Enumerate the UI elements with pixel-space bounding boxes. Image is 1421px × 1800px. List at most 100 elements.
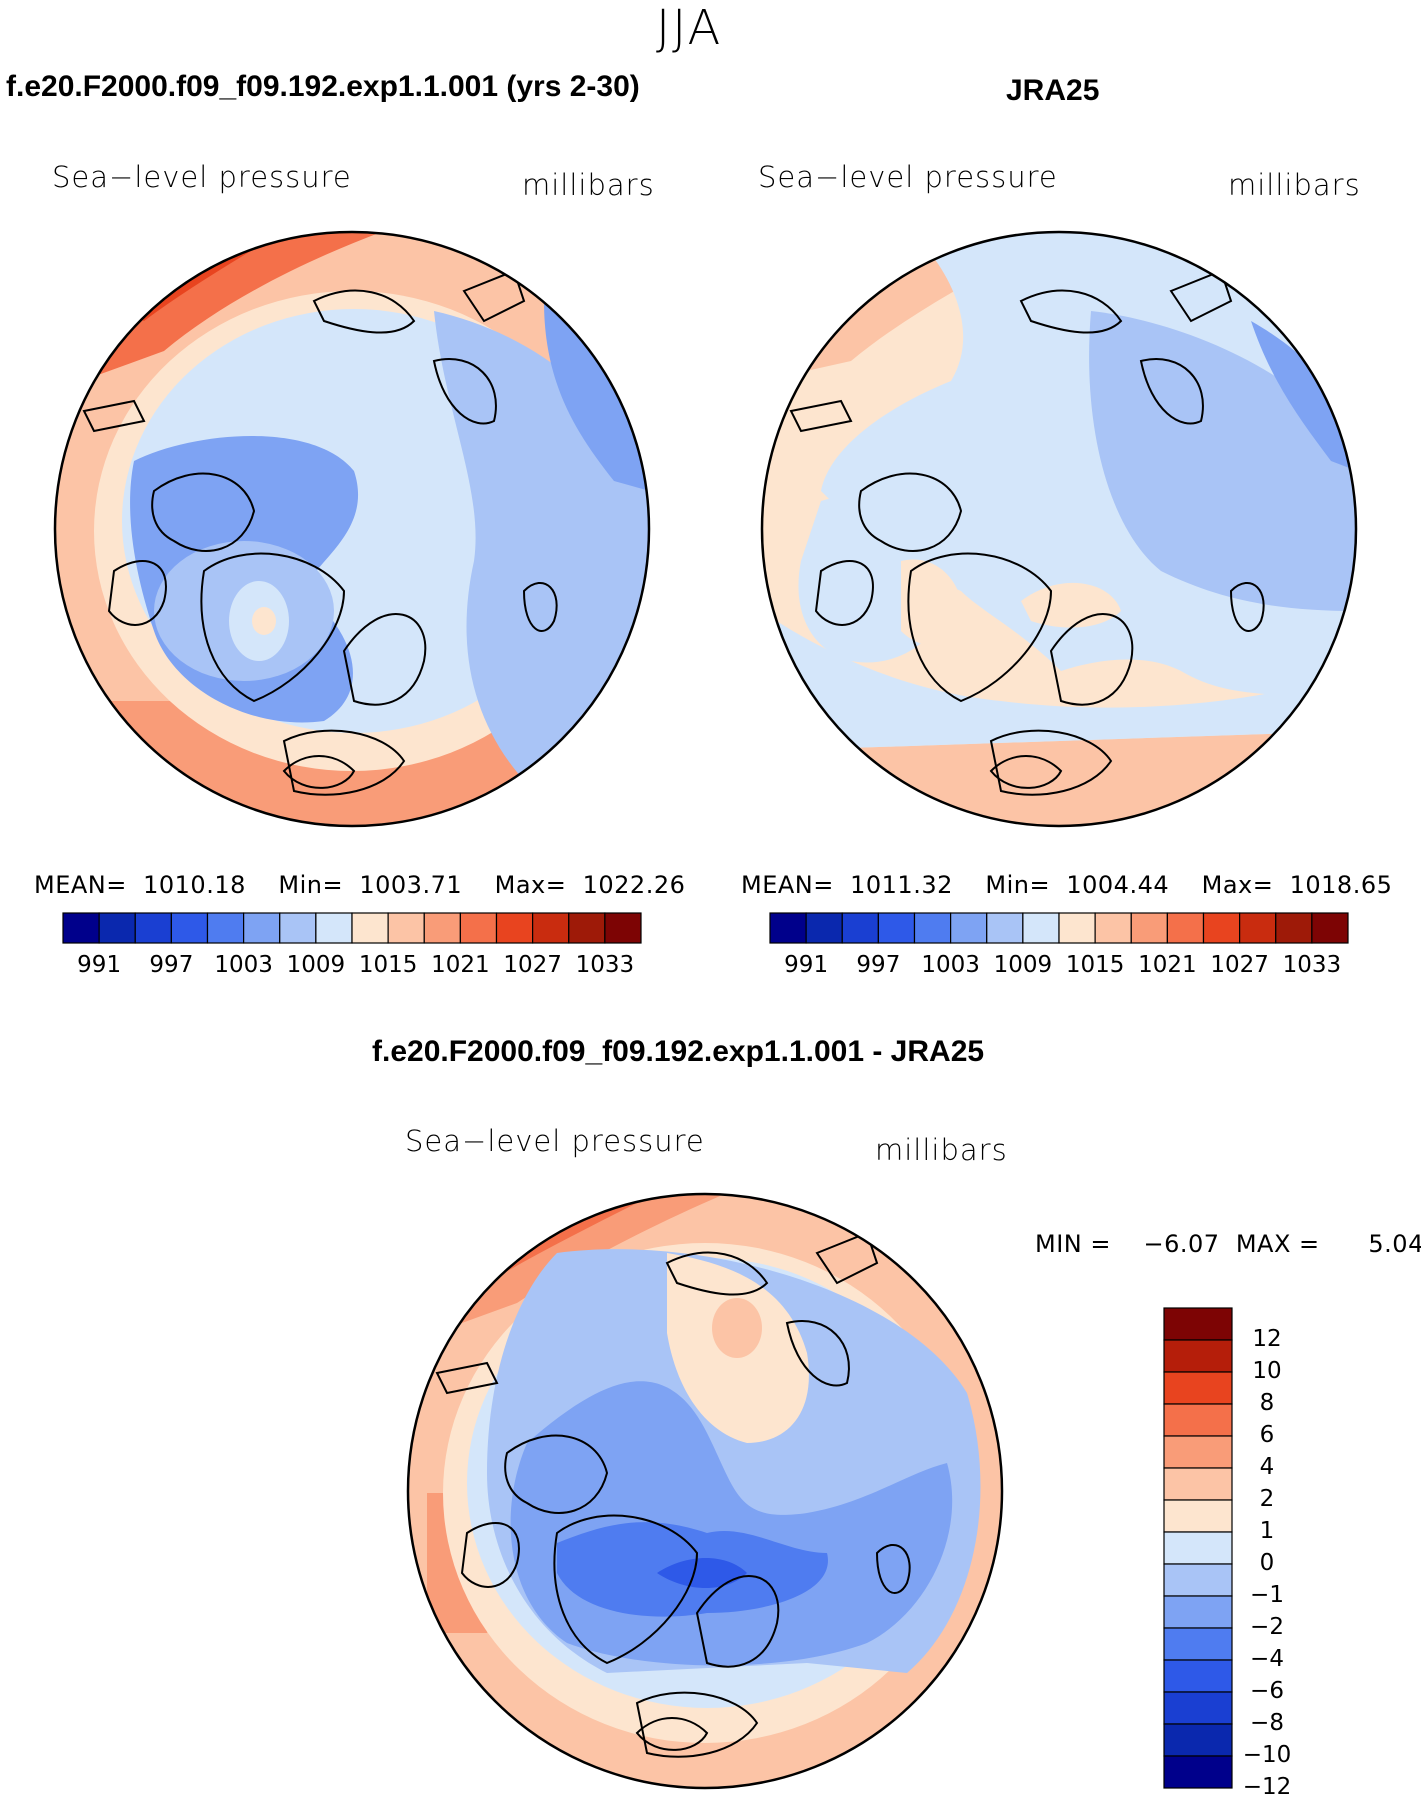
map2-south-band bbox=[762, 731, 1356, 826]
panel-3-colorbar-tick-label: 6 bbox=[1259, 1422, 1275, 1448]
panel-1-colorbar-ticks: 991 997 1003 1009 1015 1021 1027 1033 bbox=[62, 952, 642, 982]
panel-1-colorbar-swatch bbox=[279, 912, 317, 944]
panel-1-colorbar-swatch bbox=[315, 912, 353, 944]
panel-1-stats: MEAN= 1010.18 Min= 1003.71 Max= 1022.26 bbox=[34, 871, 685, 899]
panel-2-stats: MEAN= 1011.32 Min= 1004.44 Max= 1018.65 bbox=[741, 871, 1392, 899]
panel-3-min-label: MIN = bbox=[1035, 1230, 1111, 1258]
panel-1-colorbar-tick-label: 997 bbox=[149, 952, 194, 978]
panel-1-colorbar-tick-label: 1009 bbox=[286, 952, 346, 978]
map3-outline bbox=[406, 1192, 1004, 1790]
panel-1-colorbar-swatch bbox=[170, 912, 209, 944]
panel-2-colorbar-swatch bbox=[913, 912, 952, 944]
panel-2-colorbar-tick-label: 1033 bbox=[1282, 952, 1342, 978]
panel-2-map bbox=[760, 230, 1358, 828]
panel-1-mean-label: MEAN= bbox=[34, 871, 127, 899]
panel-1-colorbar-tick-label: 1021 bbox=[431, 952, 490, 978]
panel-2-colorbar bbox=[769, 912, 1349, 944]
panel-1-max-label: Max= bbox=[494, 871, 567, 899]
panel-2-colorbar-ticks: 991 997 1003 1009 1015 1021 1027 1033 bbox=[769, 952, 1349, 982]
map2-south-blue bbox=[762, 611, 1356, 751]
panel-1-colorbar-swatch bbox=[495, 912, 534, 944]
panel-2-colorbar-swatch bbox=[769, 912, 807, 944]
panel-1-min-label: Min= bbox=[278, 871, 344, 899]
panel-2-colorbar-swatch bbox=[1130, 912, 1168, 944]
panel-1-colorbar-swatch bbox=[532, 912, 570, 944]
panel-3-colorbar-tick-label: 0 bbox=[1259, 1550, 1275, 1576]
panel-1-max-value: 1022.26 bbox=[582, 871, 686, 899]
panel-3-colorbar-ticks: 12 10 8 6 4 2 1 0 −1 −2 −4 −6 −8 −10 −12 bbox=[1236, 1307, 1316, 1800]
panel-2-colorbar-swatch bbox=[1094, 912, 1132, 944]
map2-pacific-low bbox=[1089, 311, 1356, 611]
panel-1-colorbar-swatch bbox=[459, 912, 498, 944]
panel-1-colorbar-tick-label: 1003 bbox=[214, 952, 273, 978]
panel-3-colorbar-swatch bbox=[1163, 1339, 1233, 1373]
panel-2-min-label: Min= bbox=[985, 871, 1051, 899]
map2-coastlines bbox=[789, 269, 1265, 796]
panel-3-colorbar-tick-label: −6 bbox=[1250, 1678, 1284, 1704]
panel-1-colorbar-swatch bbox=[206, 912, 245, 944]
panel-2-colorbar-tick-label: 1009 bbox=[993, 952, 1053, 978]
map3-core-low bbox=[657, 1558, 747, 1588]
panel-2-colorbar-swatch bbox=[986, 912, 1024, 944]
panel-3-colorbar-swatch bbox=[1163, 1627, 1233, 1661]
panel-2-colorbar-swatch bbox=[841, 912, 879, 944]
panel-1-colorbar-swatch bbox=[351, 912, 389, 944]
panel-1-colorbar-swatch bbox=[568, 912, 606, 944]
panel-2-title: JRA25 bbox=[1006, 74, 1100, 107]
map3-siberia-peach bbox=[712, 1298, 762, 1358]
panel-3-colorbar-tick-label: −4 bbox=[1250, 1646, 1284, 1672]
panel-3-colorbar-swatch bbox=[1163, 1531, 1233, 1565]
panel-2-colorbar-tick-label: 1015 bbox=[1065, 952, 1125, 978]
panel-3-colorbar-swatch bbox=[1163, 1659, 1233, 1693]
map1-outline bbox=[53, 230, 651, 828]
panel-1-colorbar-tick-label: 1027 bbox=[503, 952, 562, 978]
panel-3-colorbar-swatch bbox=[1163, 1403, 1233, 1437]
panel-1-colorbar-swatch bbox=[134, 912, 172, 944]
panel-3-colorbar-tick-label: 1 bbox=[1259, 1518, 1275, 1544]
panel-2-mean-label: MEAN= bbox=[741, 871, 834, 899]
panel-1-title: f.e20.F2000.f09_f09.192.exp1.1.001 (yrs … bbox=[6, 70, 640, 103]
panel-3-colorbar-swatch bbox=[1163, 1595, 1233, 1629]
panel-2-colorbar-tick-label: 1027 bbox=[1210, 952, 1269, 978]
panel-1-colorbar bbox=[62, 912, 642, 944]
panel-1-min-value: 1003.71 bbox=[359, 871, 463, 899]
panel-3-colorbar-tick-label: −1 bbox=[1250, 1582, 1284, 1608]
map3-coastlines bbox=[435, 1231, 911, 1758]
panel-3-min-value: −6.07 bbox=[1143, 1230, 1220, 1258]
panel-3-colorbar-swatch bbox=[1163, 1563, 1233, 1597]
panel-3-colorbar-swatch bbox=[1163, 1307, 1233, 1341]
panel-2-colorbar-swatch bbox=[1166, 912, 1205, 944]
panel-2-colorbar-swatch bbox=[1311, 912, 1349, 944]
panel-1-colorbar-swatch bbox=[423, 912, 461, 944]
panel-2-colorbar-tick-label: 1003 bbox=[921, 952, 980, 978]
panel-3-colorbar bbox=[1163, 1307, 1233, 1789]
panel-2-colorbar-swatch bbox=[950, 912, 988, 944]
panel-1-colorbar-tick-label: 1033 bbox=[575, 952, 635, 978]
panel-3-map bbox=[406, 1192, 1004, 1790]
diff-title: f.e20.F2000.f09_f09.192.exp1.1.001 - JRA… bbox=[372, 1035, 985, 1068]
panel-2-colorbar-swatch bbox=[877, 912, 916, 944]
panel-3-colorbar-tick-label: −10 bbox=[1242, 1742, 1292, 1768]
panel-2-colorbar-tick-label: 1021 bbox=[1138, 952, 1197, 978]
panel-1-colorbar-swatch bbox=[387, 912, 425, 944]
map1-coastlines bbox=[82, 269, 558, 796]
panel-3-colorbar-tick-label: −2 bbox=[1250, 1614, 1284, 1640]
panel-2-min-value: 1004.44 bbox=[1066, 871, 1170, 899]
panel-1-map bbox=[53, 230, 651, 828]
map1-greenland-peak bbox=[252, 607, 276, 635]
panel-1-mean-value: 1010.18 bbox=[143, 871, 246, 899]
map2-pacific-core bbox=[1251, 321, 1356, 471]
panel-3-colorbar-swatch bbox=[1163, 1723, 1233, 1757]
season-title: JJA bbox=[656, 0, 723, 56]
panel-3-max-label: MAX = bbox=[1235, 1230, 1320, 1258]
panel-3-stats: MIN = −6.07 MAX = 5.04 bbox=[1035, 1230, 1421, 1258]
panel-3-colorbar-swatch bbox=[1163, 1755, 1233, 1789]
panel-2-max-value: 1018.65 bbox=[1289, 871, 1393, 899]
panel-3-units-label: millibars bbox=[875, 1133, 1008, 1167]
panel-3-colorbar-tick-label: 2 bbox=[1259, 1486, 1275, 1512]
panel-3-colorbar-tick-label: 4 bbox=[1259, 1454, 1275, 1480]
map2-greenland-cream bbox=[901, 559, 963, 646]
panel-2-colorbar-swatch bbox=[1239, 912, 1277, 944]
panel-3-colorbar-tick-label: 10 bbox=[1252, 1358, 1282, 1384]
panel-1-colorbar-tick-label: 1015 bbox=[358, 952, 418, 978]
